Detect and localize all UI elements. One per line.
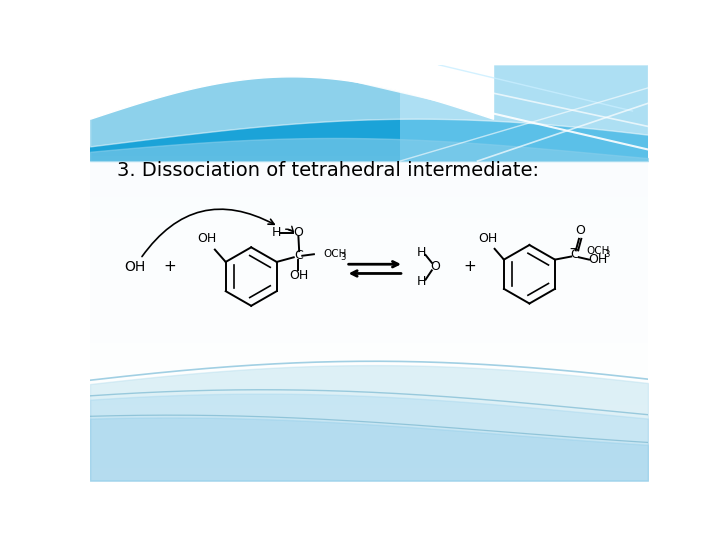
Text: OH: OH [197, 232, 217, 245]
Text: 3: 3 [341, 253, 346, 262]
Text: OCH: OCH [323, 249, 346, 259]
Text: H: H [417, 275, 426, 288]
Text: O: O [575, 224, 585, 237]
Bar [90, 239, 648, 260]
Text: –: – [570, 242, 576, 256]
Text: H: H [272, 226, 282, 239]
Text: OH: OH [289, 269, 308, 282]
Bar [90, 384, 648, 405]
Bar [90, 177, 648, 197]
Bar [90, 280, 648, 301]
Bar [90, 156, 648, 177]
Bar [90, 426, 648, 447]
Bar [90, 218, 648, 239]
Bar [90, 301, 648, 322]
Bar [90, 197, 648, 218]
Bar [90, 363, 648, 384]
Text: OH: OH [589, 253, 608, 266]
Bar [90, 260, 648, 280]
Text: +: + [163, 259, 176, 274]
Text: O: O [294, 226, 303, 239]
FancyArrowPatch shape [142, 209, 274, 256]
Text: OH: OH [478, 232, 498, 245]
Bar [90, 405, 648, 426]
FancyArrowPatch shape [286, 226, 293, 232]
Text: C: C [571, 248, 580, 261]
Text: H: H [417, 246, 426, 259]
Text: C: C [294, 249, 303, 262]
Bar [400, 65, 648, 161]
Text: O: O [430, 260, 440, 273]
Bar [90, 447, 648, 468]
Text: +: + [464, 259, 476, 274]
Text: OCH: OCH [586, 246, 609, 256]
Text: 3: 3 [604, 249, 609, 259]
Text: 3. Dissociation of tetrahedral intermediate:: 3. Dissociation of tetrahedral intermedi… [117, 161, 539, 180]
Bar [90, 343, 648, 363]
Bar [90, 322, 648, 343]
Bar [90, 65, 648, 161]
Text: OH: OH [125, 260, 145, 274]
